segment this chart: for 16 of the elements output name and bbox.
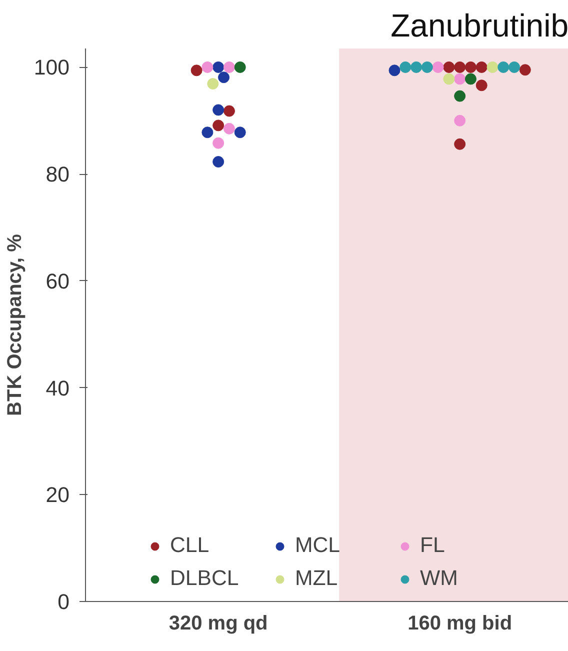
y-axis-title: BTK Occupancy, % — [4, 234, 26, 416]
y-tick-label: 60 — [46, 269, 70, 294]
legend-label: MZL — [295, 566, 339, 591]
legend-label: MCL — [295, 533, 342, 558]
legend-label: FL — [420, 533, 446, 558]
chart-title: Zanubrutinib — [390, 8, 568, 44]
y-tick-label: 20 — [46, 483, 70, 508]
y-tick-label: 80 — [46, 162, 70, 187]
y-tick-label: 0 — [58, 590, 70, 614]
x-tick-label: 320 mg qd — [168, 612, 268, 634]
y-tick-label: 100 — [34, 56, 70, 80]
legend-label: WM — [420, 566, 459, 591]
legend-label: CLL — [170, 533, 210, 558]
y-tick-label: 40 — [46, 376, 70, 400]
x-tick-label: 160 mg bid — [408, 612, 512, 634]
legend-label: DLBCL — [170, 566, 240, 591]
